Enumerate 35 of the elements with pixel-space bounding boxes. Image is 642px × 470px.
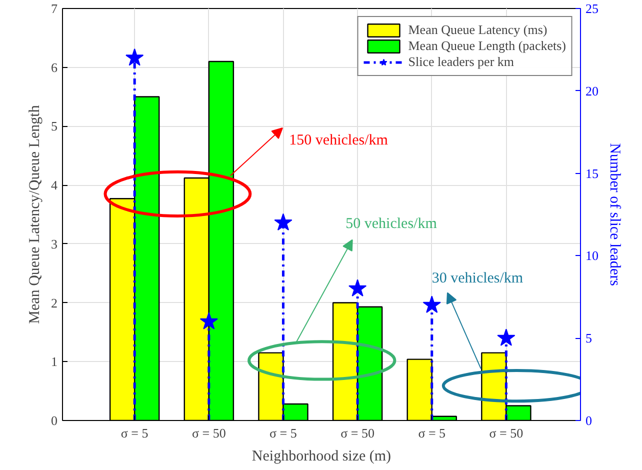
legend-label: Mean Queue Latency (ms) (408, 22, 548, 38)
point (422, 296, 441, 313)
y-tick-label: 0 (51, 413, 58, 428)
x-tick-label: σ = 50 (192, 426, 226, 440)
y-tick-label: 6 (51, 60, 58, 75)
legend-label: Mean Queue Length (packets) (408, 38, 566, 54)
point (200, 312, 218, 330)
y2-axis-title: Number of slice leaders (606, 143, 622, 286)
point (348, 279, 367, 296)
y-tick-label: 4 (51, 178, 58, 193)
y2-tick-label: 15 (586, 166, 598, 181)
point (274, 213, 292, 231)
y-tick-label: 3 (51, 236, 58, 252)
x-tick-label: σ = 5 (120, 426, 148, 440)
y2-tick-label: 5 (586, 330, 592, 346)
y-tick-label: 5 (51, 118, 58, 134)
x-tick-label: σ = 50 (489, 426, 524, 440)
legend-label: Slice leaders per km (408, 54, 514, 70)
y-tick-label: 2 (51, 295, 58, 310)
y2-tick-label: 10 (586, 248, 598, 264)
x-tick-label: σ = 5 (270, 426, 297, 440)
x-tick-label: σ = 50 (340, 426, 374, 440)
x-axis-title: Neighborhood size (m) (252, 448, 392, 464)
annotation: 50 vehicles/km (346, 216, 438, 232)
y2-tick-label: 20 (586, 83, 598, 98)
y-tick-label: 7 (51, 1, 58, 16)
annotation: 150 vehicles/km (289, 132, 388, 148)
annotation: 30 vehicles/km (432, 270, 524, 287)
x-tick-label: σ = 5 (418, 426, 446, 440)
point (497, 328, 516, 346)
y2-tick-label: 0 (586, 413, 592, 428)
y2-tick-label: 25 (586, 1, 598, 16)
y-axis-title: Mean Queue Latency/Queue Length (27, 104, 43, 324)
point (126, 48, 144, 66)
y-tick-label: 1 (51, 354, 58, 370)
